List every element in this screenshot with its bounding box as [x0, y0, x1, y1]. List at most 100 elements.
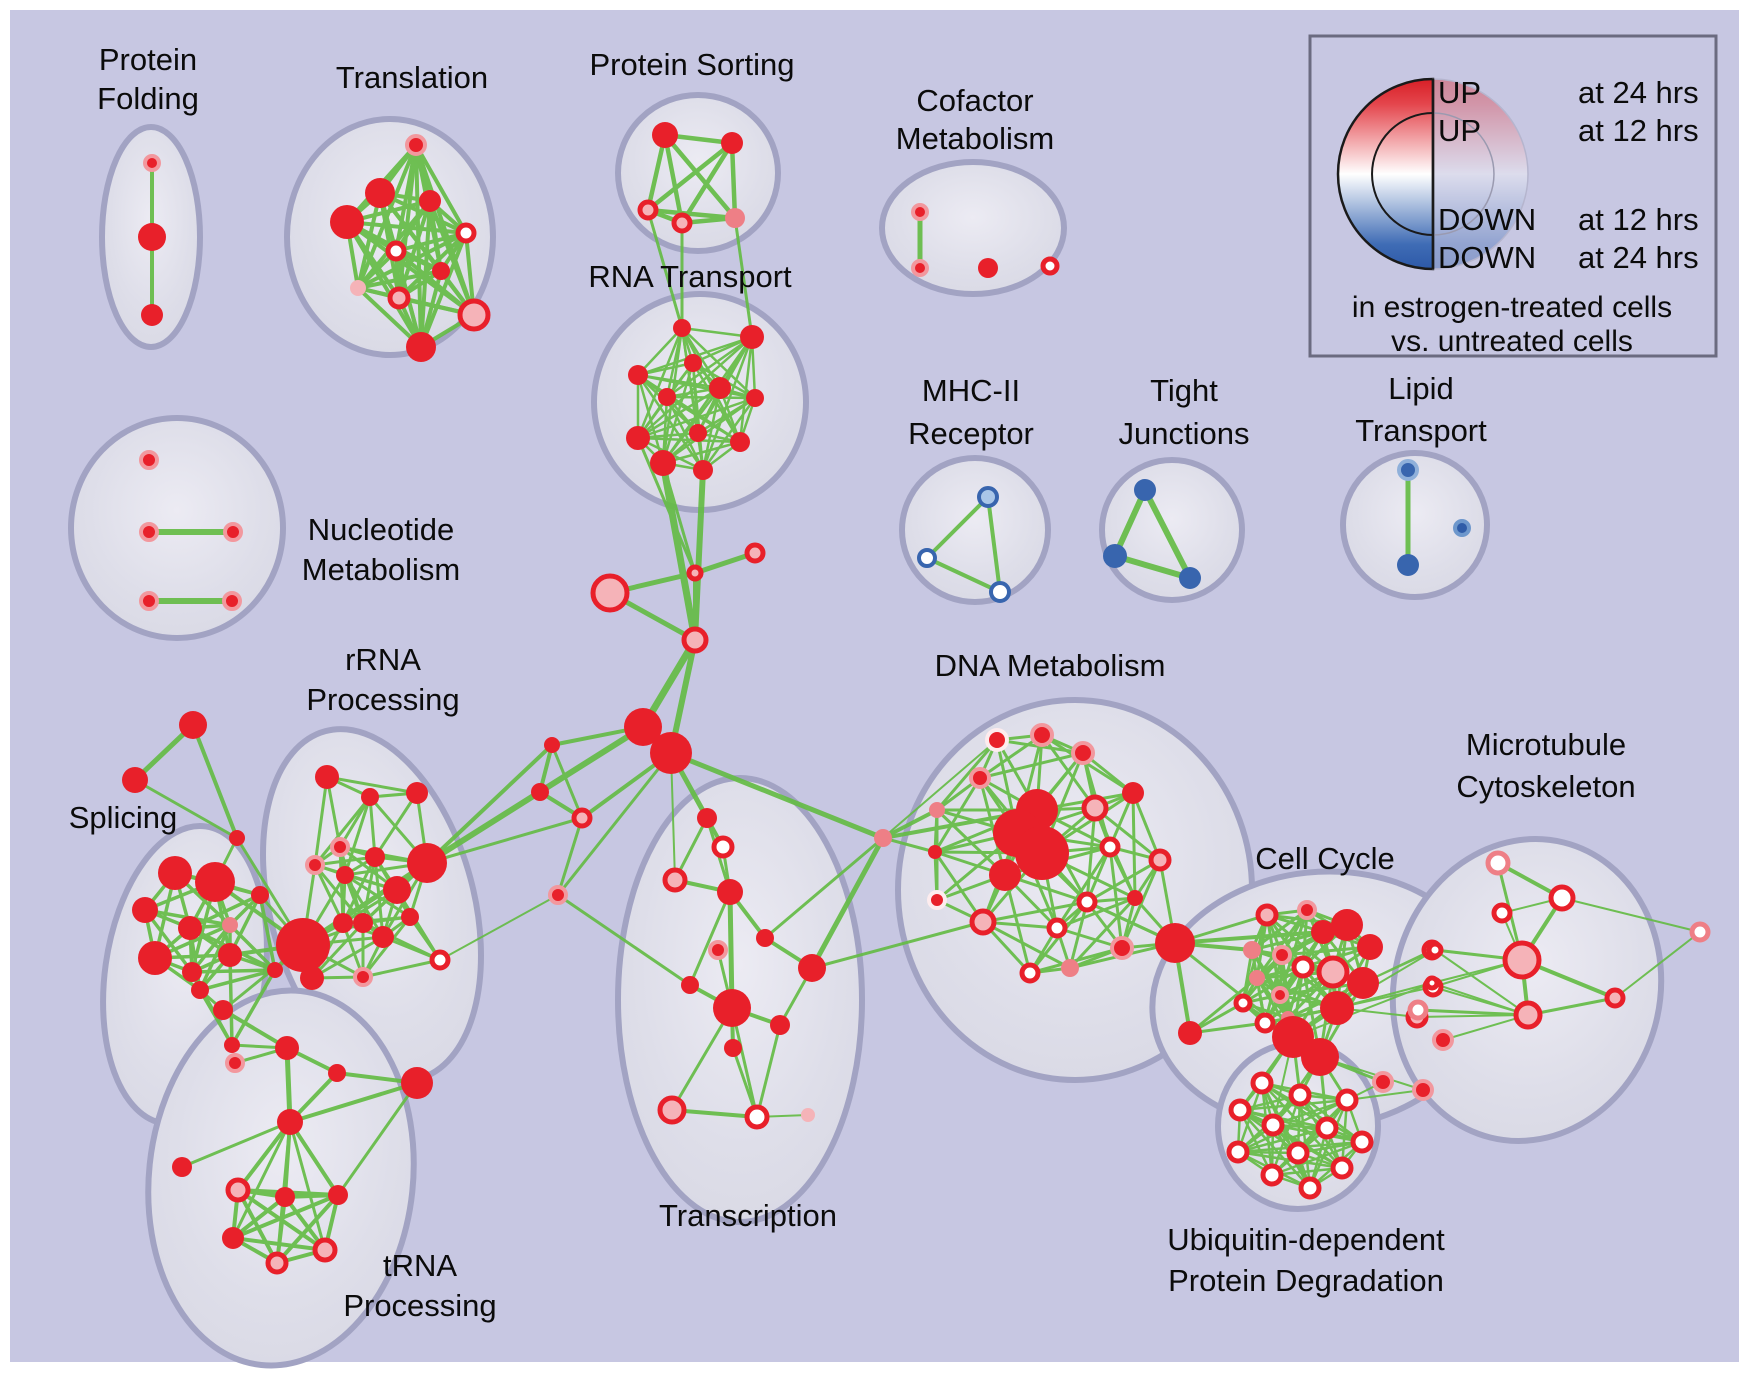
node-mt3 — [1491, 902, 1513, 924]
node-tn3 — [328, 1064, 346, 1082]
node-pf3 — [141, 304, 163, 326]
node-rr10 — [333, 913, 353, 933]
node-cc24 — [1372, 1071, 1394, 1093]
node-rr9 — [407, 843, 447, 883]
edge-tc11-tc14 — [755, 1023, 782, 1119]
edge-sp8-sp13 — [190, 968, 277, 974]
node-rr13 — [401, 908, 419, 926]
edge-cc11-cc19 — [1188, 976, 1259, 1035]
node-tc7 — [708, 940, 728, 960]
node-ps1 — [652, 122, 678, 148]
edge-dn22-cc3 — [1173, 930, 1325, 945]
node-cc14 — [1254, 1012, 1276, 1034]
edge-rm3-rr9 — [425, 816, 584, 865]
edge-rt1-rt8 — [636, 326, 684, 440]
node-lt1 — [1397, 459, 1419, 481]
node-dn1 — [985, 728, 1009, 752]
node-tc8 — [798, 954, 826, 982]
edge-dn17-dn18 — [1120, 858, 1162, 950]
edge-tn6-tn10 — [288, 1120, 340, 1197]
node-rr14 — [429, 949, 451, 971]
node-sp2 — [195, 862, 235, 902]
node-cc2 — [1297, 900, 1317, 920]
edge-dn20-dn23 — [1068, 900, 1089, 970]
node-cf1 — [911, 203, 929, 221]
node-tg2 — [122, 767, 148, 793]
cluster-label-trna-processing: tRNA — [383, 1248, 457, 1283]
node-tc3 — [662, 867, 688, 893]
legend-direction-2: DOWN — [1438, 202, 1536, 237]
node-cn1 — [744, 542, 766, 564]
node-nu4 — [139, 591, 159, 611]
node-dn20 — [1061, 959, 1079, 977]
node-mt9 — [1604, 987, 1626, 1009]
node-tc14 — [744, 1104, 770, 1130]
node-tr2 — [365, 178, 395, 208]
node-tn2 — [275, 1036, 299, 1060]
node-rt4 — [628, 365, 648, 385]
node-dn9 — [1081, 794, 1109, 822]
edge-ub6-ub8 — [1236, 1126, 1329, 1154]
node-rr2 — [361, 788, 379, 806]
edge-dn1-dn5 — [935, 738, 999, 812]
edge-sp10-sp13 — [198, 968, 277, 992]
edge-ub4-ub11 — [1238, 1108, 1274, 1177]
node-rr8 — [383, 876, 411, 904]
node-ub7 — [1350, 1130, 1374, 1154]
edge-cn6-cn7 — [668, 750, 886, 841]
edge-tc3-cn6 — [670, 752, 676, 881]
node-tc4 — [717, 879, 743, 905]
node-tj2 — [1103, 544, 1127, 568]
cluster-label-tight-junctions: Junctions — [1119, 416, 1250, 451]
edge-rr2-rr6 — [368, 795, 377, 859]
edge-ub10-ub11 — [1270, 1166, 1344, 1177]
node-dn11 — [1099, 836, 1121, 858]
node-dn21 — [1019, 962, 1041, 984]
edge-rt2-rt10 — [738, 335, 754, 444]
edge-cn1-cn2 — [692, 550, 758, 576]
edge-tn6-tn7 — [180, 1120, 292, 1169]
node-cf2 — [911, 259, 929, 277]
node-dn16 — [1127, 890, 1143, 906]
edge-rt7-rt12 — [701, 396, 757, 472]
node-dn17 — [1148, 848, 1172, 872]
node-cf3 — [978, 258, 998, 278]
edge-tn5-tn6 — [288, 1081, 419, 1124]
node-tg1 — [179, 711, 207, 739]
edge-sp5-sp10 — [198, 923, 232, 992]
node-dn2 — [1030, 723, 1054, 747]
edge-rr6-rr10 — [341, 855, 377, 925]
node-rr6 — [365, 847, 385, 867]
node-cc4 — [1331, 909, 1363, 941]
edge-tn1-tn2 — [221, 1008, 289, 1050]
cluster-label-microtubule-cytoskeleton: Cytoskeleton — [1456, 769, 1635, 804]
node-tr3 — [330, 205, 364, 239]
node-rt5 — [709, 377, 731, 399]
edge-rm4-tc9 — [556, 893, 692, 987]
node-tr4 — [419, 190, 441, 212]
edge-mh1-mh3 — [986, 495, 1002, 594]
cluster-label-rna-transport: RNA Transport — [588, 259, 792, 294]
node-sp6 — [251, 886, 269, 904]
node-rt2 — [740, 325, 764, 349]
node-tn12 — [312, 1237, 338, 1263]
node-dn19 — [1046, 917, 1068, 939]
node-dn8 — [1015, 826, 1069, 880]
node-ub2 — [1288, 1083, 1312, 1107]
edge-sp6-sp13 — [258, 893, 277, 972]
node-rt9 — [689, 424, 707, 442]
edge-cc23-mt8 — [1442, 1014, 1529, 1041]
node-rr5 — [305, 855, 325, 875]
node-ub1 — [1250, 1071, 1274, 1095]
node-cc5 — [1357, 934, 1383, 960]
edge-rm1-rr9 — [425, 743, 554, 865]
node-rr12 — [372, 926, 394, 948]
legend-caption-line-0: in estrogen-treated cells — [1352, 291, 1672, 324]
edge-ps1-ps4 — [662, 132, 685, 226]
edge-cc5-cc7 — [1280, 945, 1372, 957]
edge-cc18-mt4 — [1336, 949, 1436, 1009]
cluster-label-dna-metabolism: DNA Metabolism — [935, 648, 1166, 683]
edge-rm4-cn6 — [556, 751, 673, 897]
edge-tn6-tn11 — [231, 1120, 292, 1240]
node-sp12 — [224, 1037, 240, 1053]
